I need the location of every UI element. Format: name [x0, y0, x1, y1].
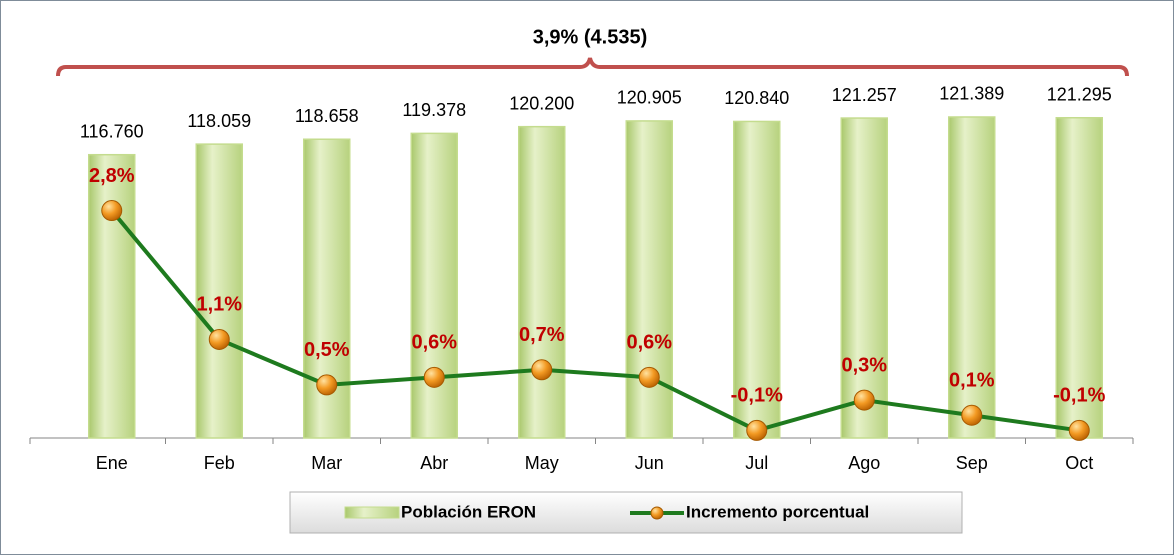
x-tick-label: Ene [96, 453, 128, 473]
line-value-label: -0,1% [1053, 385, 1105, 407]
marker [208, 328, 230, 350]
bar-value-label: 121.295 [1047, 84, 1112, 104]
marker [316, 374, 338, 396]
line-value-label: -0,1% [731, 385, 783, 407]
bar [625, 120, 673, 439]
legend-box [289, 491, 963, 534]
line-value-label: 2,8% [89, 165, 135, 187]
bar-value-label: 121.257 [832, 85, 897, 105]
legend-marker [650, 506, 664, 520]
marker [638, 366, 660, 388]
bracket [56, 57, 1129, 77]
bar-value-label: 118.658 [295, 106, 359, 126]
x-tick-label: Feb [204, 453, 235, 473]
marker [531, 359, 553, 381]
marker [423, 366, 445, 388]
line-value-label: 0,3% [841, 354, 887, 376]
marker [746, 419, 768, 441]
marker [961, 404, 983, 426]
bar [410, 132, 458, 439]
line-value-label: 0,5% [304, 339, 350, 361]
legend-label: Incremento porcentual [686, 502, 869, 521]
x-tick-label: Sep [956, 453, 988, 473]
bar [948, 116, 996, 439]
line-value-label: 1,1% [196, 294, 242, 316]
bar-value-label: 120.905 [617, 88, 682, 108]
x-tick-label: Abr [420, 453, 448, 473]
line-value-label: 0,7% [519, 324, 565, 346]
marker [1068, 419, 1090, 441]
legend-swatch [344, 506, 400, 519]
bar-value-label: 116.760 [80, 121, 144, 141]
bar [840, 117, 888, 439]
line-value-label: 0,6% [626, 332, 672, 354]
x-tick-label: Jun [635, 453, 664, 473]
bar [195, 143, 243, 439]
x-tick-label: Mar [311, 453, 342, 473]
marker [853, 389, 875, 411]
x-tick-label: Jul [745, 453, 768, 473]
bar-value-label: 120.840 [724, 88, 789, 108]
bar-value-label: 118.059 [187, 111, 251, 131]
marker [101, 200, 123, 222]
legend-label: Población ERON [401, 502, 536, 521]
line-value-label: 0,6% [411, 332, 457, 354]
bar-value-label: 119.378 [402, 100, 466, 120]
bar [1055, 116, 1103, 439]
line-value-label: 0,1% [949, 370, 995, 392]
bar [518, 125, 566, 439]
bar [88, 153, 136, 439]
annotation: 3,9% (4.535) [533, 26, 648, 48]
bar-value-label: 121.389 [939, 84, 1004, 104]
x-tick-label: Ago [848, 453, 880, 473]
x-tick-label: Oct [1065, 453, 1093, 473]
line [110, 209, 1080, 433]
x-tick-label: May [525, 453, 559, 473]
bar-value-label: 120.200 [509, 93, 574, 113]
